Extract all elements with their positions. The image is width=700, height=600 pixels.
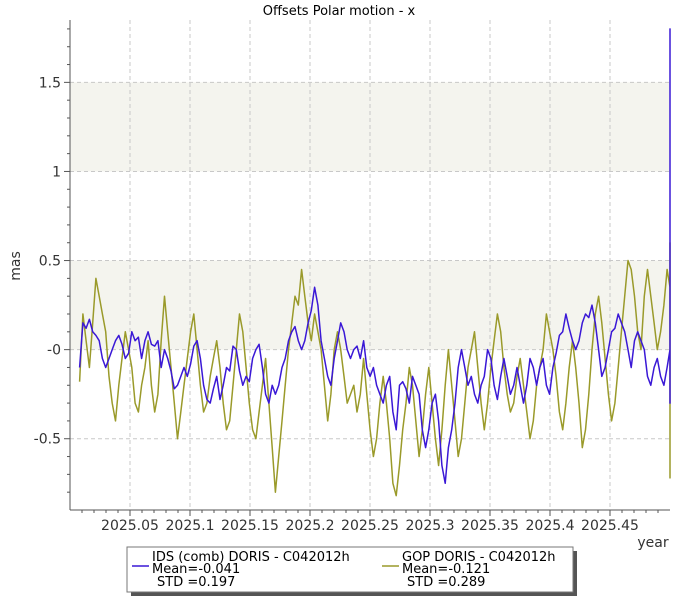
legend-name-gop: GOP DORIS - C042012h: [402, 550, 556, 565]
grid-lines: [70, 20, 670, 510]
legend-std-ids: STD =0.197: [157, 575, 235, 590]
y-tick-label: 1.5: [39, 75, 61, 91]
x-tick-label: 2025.45: [581, 518, 639, 534]
series-layer: [78, 28, 671, 497]
x-axis-ticks: 2025.05 2025.1 2025.15 2025.2 2025.25 2025.3 2…: [81, 510, 659, 534]
x-tick-label: 2025.05: [101, 518, 159, 534]
y-axis-ticks: -0.5 -0 0.5 1 1.5: [34, 28, 70, 493]
series-line-0: [78, 28, 671, 485]
legend-mean-ids: Mean=-0.041: [152, 562, 240, 577]
legend-mean-gop: Mean=-0.121: [402, 562, 490, 577]
x-tick-label: 2025.4: [526, 518, 575, 534]
y-tick-label: -0.5: [34, 432, 61, 448]
x-tick-label: 2025.3: [406, 518, 455, 534]
x-tick-label: 2025.35: [461, 518, 519, 534]
x-tick-label: 2025.15: [221, 518, 279, 534]
legend-std-gop: STD =0.289: [407, 575, 485, 590]
legend: IDS (comb) DORIS - C042012h Mean=-0.041 …: [126, 546, 577, 596]
legend-name-ids: IDS (comb) DORIS - C042012h: [152, 550, 350, 565]
x-tick-label: 2025.1: [166, 518, 215, 534]
y-tick-label: 0.5: [39, 254, 61, 270]
chart-title: Offsets Polar motion - x: [263, 4, 416, 19]
y-tick-label: 1: [52, 164, 61, 180]
y-axis-label: mas: [8, 251, 24, 281]
x-tick-label: 2025.25: [341, 518, 399, 534]
legend-box: [126, 546, 574, 593]
y-tick-label: -0: [47, 343, 61, 359]
x-axis-label: year: [637, 535, 668, 551]
x-tick-label: 2025.2: [286, 518, 335, 534]
